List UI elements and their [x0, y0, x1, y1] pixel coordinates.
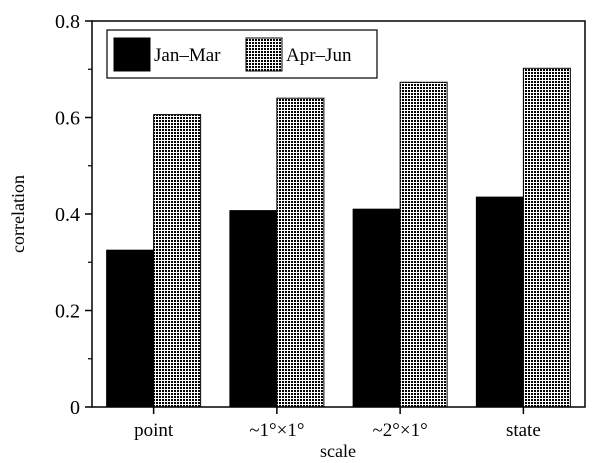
bar-apr-jun: [276, 97, 325, 408]
bar-jan-mar: [229, 210, 278, 408]
legend: Jan–Mar Apr–Jun: [106, 29, 378, 79]
y-tick-label: 0.6: [55, 108, 80, 130]
bar-apr-jun: [522, 67, 571, 408]
x-tick-label: point: [134, 420, 174, 441]
bar-apr-jun: [153, 114, 202, 408]
y-axis-label: correlation: [8, 175, 28, 253]
bar-apr-jun: [399, 81, 448, 408]
bar-jan-mar: [352, 208, 401, 408]
y-tick-label: 0: [70, 397, 80, 419]
x-axis-label: scale: [320, 441, 356, 461]
bar-jan-mar: [106, 249, 155, 408]
legend-label: Apr–Jun: [286, 45, 352, 66]
legend-swatch: [245, 37, 283, 72]
x-tick-label: state: [506, 420, 541, 441]
x-tick-label: ~1°×1°: [249, 420, 304, 441]
y-tick-label: 0.4: [55, 204, 80, 226]
x-tick-label: ~2°×1°: [373, 420, 428, 441]
bar-jan-mar: [475, 196, 524, 408]
y-tick-label: 0.2: [55, 301, 80, 323]
legend-box: [106, 29, 378, 79]
y-tick-label: 0.8: [55, 11, 80, 33]
legend-swatch: [113, 37, 151, 72]
plot-frame: [91, 20, 586, 408]
legend-label: Jan–Mar: [154, 45, 221, 66]
